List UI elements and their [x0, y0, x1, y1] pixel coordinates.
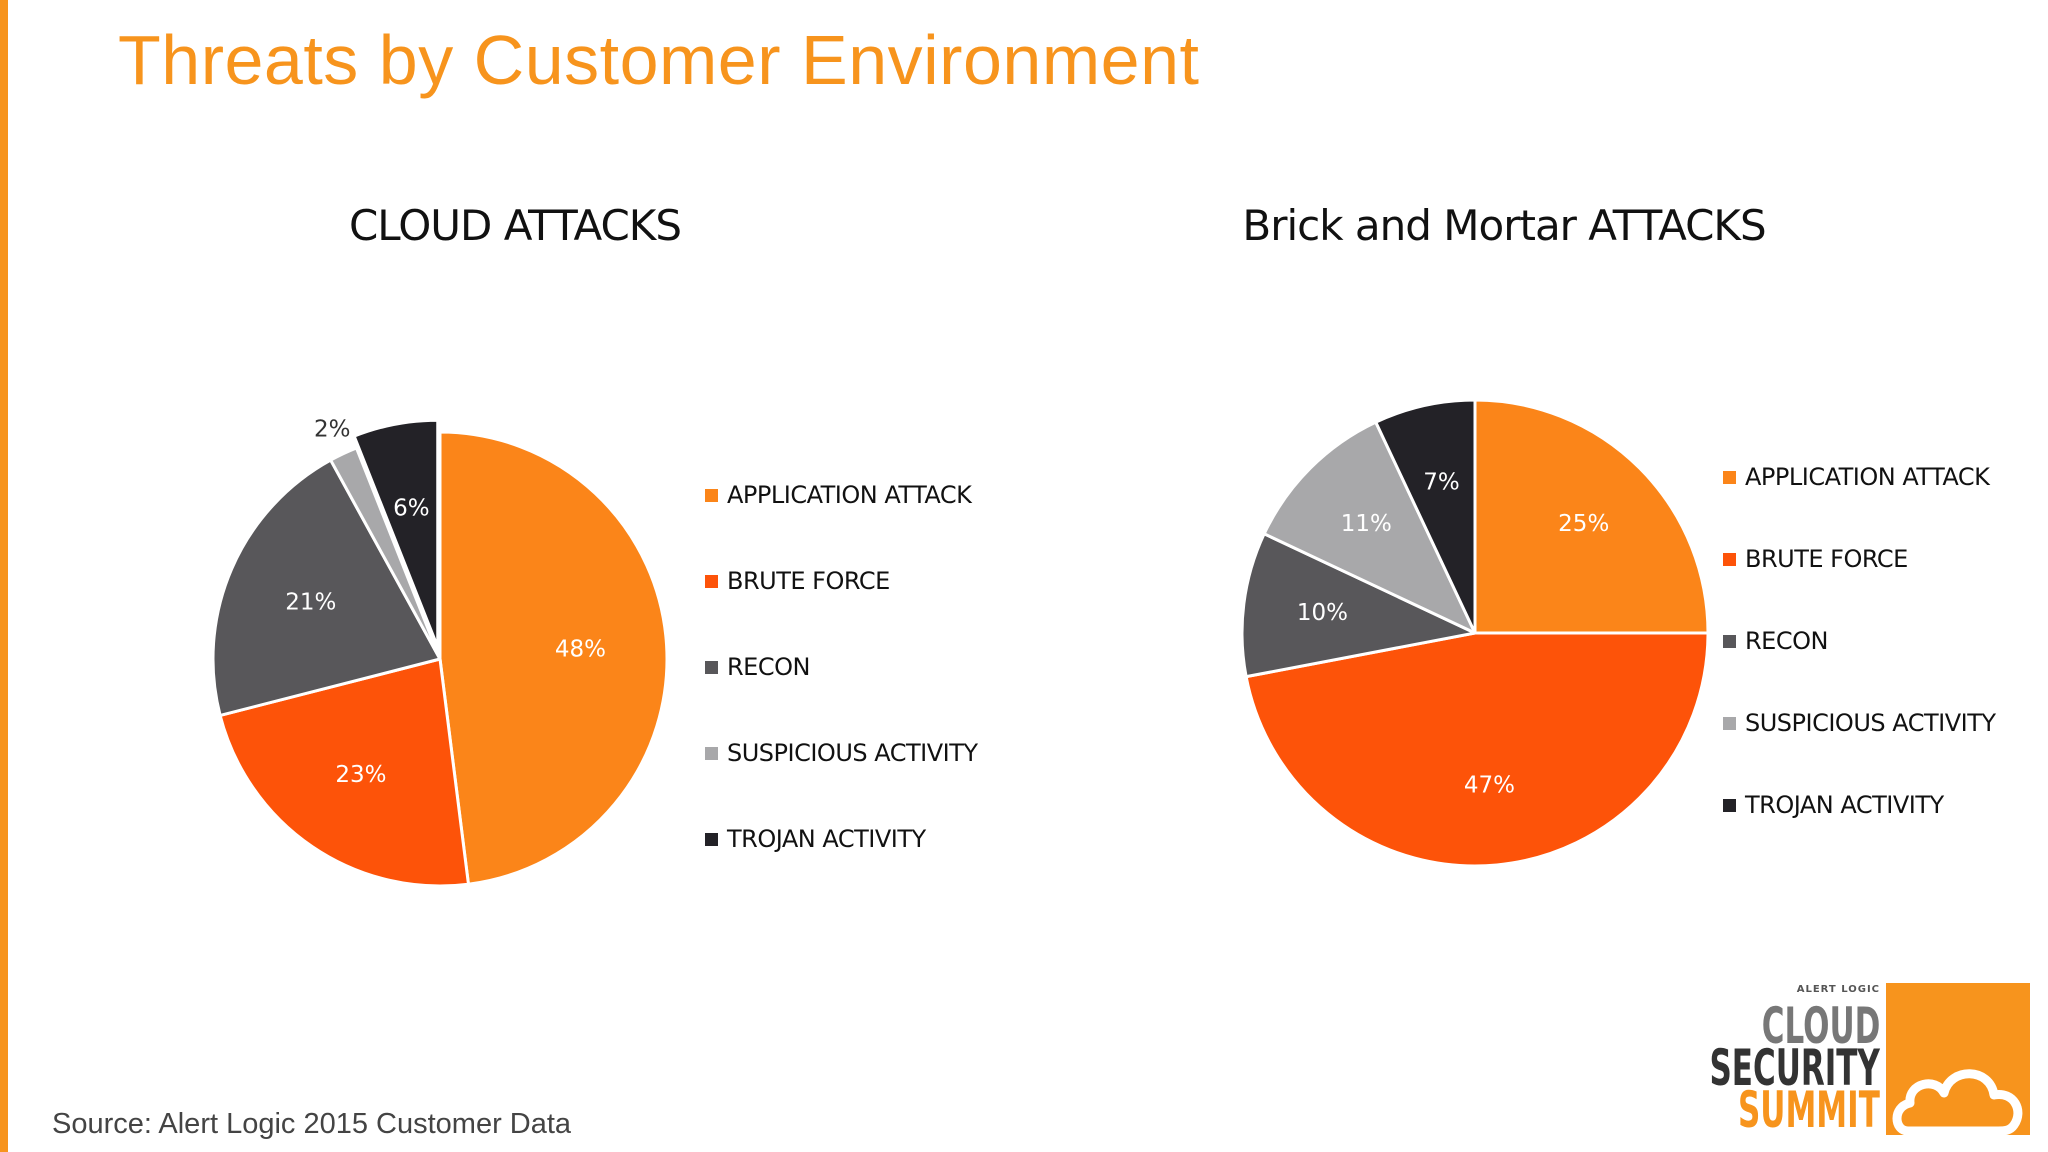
- pie-data-label: 6%: [393, 495, 430, 521]
- pie-data-label: 7%: [1423, 469, 1460, 495]
- legend-label: RECON: [1745, 627, 1828, 655]
- pie-slice-suspicious-activity: [1262, 420, 1477, 635]
- cloud-legend: APPLICATION ATTACK BRUTE FORCE RECON SUS…: [705, 452, 978, 882]
- legend-swatch: [705, 660, 718, 674]
- pie-slice-application-attack: [1473, 398, 1710, 635]
- legend-item-trojan-activity: TROJAN ACTIVITY: [705, 796, 978, 882]
- pie-data-label: 48%: [555, 637, 606, 663]
- cloud-chart-title: CLOUD ATTACKS: [348, 201, 682, 250]
- legend-swatch: [1723, 798, 1736, 812]
- brick-chart-title: Brick and Mortar ATTACKS: [1242, 201, 1766, 250]
- legend-swatch: [705, 574, 718, 588]
- logo-brand: ALERT LOGIC: [1796, 984, 1880, 995]
- legend-swatch: [1723, 716, 1736, 730]
- cloud-icon: [1892, 1069, 2023, 1136]
- pie-slice-trojan-activity: [352, 418, 440, 649]
- pie-slice-brute-force: [218, 657, 470, 888]
- legend-label: BRUTE FORCE: [727, 567, 890, 595]
- logo-line-security: SECURITY: [1709, 1039, 1880, 1097]
- pie-slice-trojan-activity: [1374, 398, 1477, 635]
- legend-swatch: [1723, 634, 1736, 648]
- legend-item-recon: RECON: [1723, 600, 1996, 682]
- legend-label: BRUTE FORCE: [1745, 545, 1908, 573]
- legend-item-suspicious-activity: SUSPICIOUS ACTIVITY: [1723, 682, 1996, 764]
- legend-label: SUSPICIOUS ACTIVITY: [727, 739, 978, 767]
- accent-bar: [0, 0, 8, 1152]
- summit-logo: ALERT LOGIC CLOUD SECURITY SUMMIT: [1710, 983, 2030, 1139]
- legend-swatch: [705, 832, 718, 846]
- legend-item-trojan-activity: TROJAN ACTIVITY: [1723, 764, 1996, 846]
- pie-slice-application-attack: [438, 430, 669, 886]
- source-note: Source: Alert Logic 2015 Customer Data: [52, 1108, 572, 1140]
- legend-label: TROJAN ACTIVITY: [1745, 791, 1944, 819]
- slide-title: Threats by Customer Environment: [118, 21, 1200, 99]
- legend-item-recon: RECON: [705, 624, 978, 710]
- legend-swatch: [1723, 552, 1736, 566]
- pie-data-label: 21%: [285, 590, 336, 616]
- legend-label: APPLICATION ATTACK: [1745, 463, 1990, 491]
- legend-swatch: [1723, 470, 1736, 484]
- pie-data-label: 10%: [1297, 600, 1348, 626]
- legend-item-application-attack: APPLICATION ATTACK: [705, 452, 978, 538]
- legend-item-suspicious-activity: SUSPICIOUS ACTIVITY: [705, 710, 978, 796]
- pie-slice-suspicious-activity: [329, 446, 442, 661]
- legend-label: APPLICATION ATTACK: [727, 481, 972, 509]
- legend-item-brute-force: BRUTE FORCE: [705, 538, 978, 624]
- pie-data-label: 11%: [1341, 511, 1392, 537]
- legend-swatch: [705, 746, 718, 760]
- legend-item-brute-force: BRUTE FORCE: [1723, 518, 1996, 600]
- pie-slice-recon: [211, 458, 442, 717]
- pie-data-label: 2%: [314, 417, 351, 443]
- legend-label: RECON: [727, 653, 810, 681]
- logo-box: [1886, 983, 2030, 1136]
- legend-label: TROJAN ACTIVITY: [727, 825, 926, 853]
- pie-data-label: 25%: [1558, 511, 1609, 537]
- legend-swatch: [705, 488, 718, 502]
- pie-slice-recon: [1240, 532, 1477, 679]
- pie-slice-brute-force: [1244, 631, 1710, 868]
- logo-line-cloud: CLOUD: [1761, 997, 1880, 1055]
- brick-legend: APPLICATION ATTACK BRUTE FORCE RECON SUS…: [1723, 436, 1996, 846]
- logo-line-summit: SUMMIT: [1738, 1081, 1880, 1139]
- legend-item-application-attack: APPLICATION ATTACK: [1723, 436, 1996, 518]
- legend-label: SUSPICIOUS ACTIVITY: [1745, 709, 1996, 737]
- pie-data-label: 47%: [1464, 773, 1515, 799]
- pie-data-label: 23%: [335, 762, 386, 788]
